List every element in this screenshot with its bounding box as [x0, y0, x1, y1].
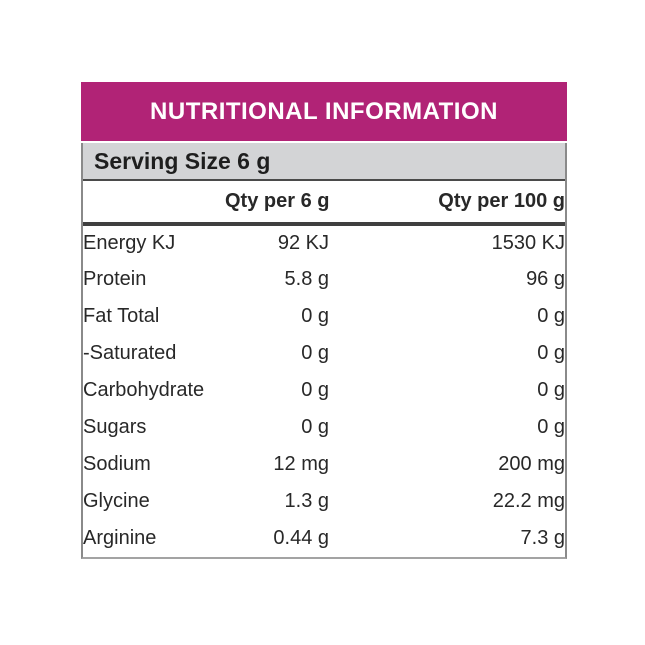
- table-row: Sugars 0 g 0 g: [83, 409, 565, 446]
- qty-per-6g-value: 5.8 g: [284, 268, 329, 290]
- nutrient-name: -Saturated: [83, 342, 177, 364]
- qty-per-100g-value: 200 mg: [498, 453, 565, 475]
- qty-per-6g-value: 0.44 g: [273, 527, 329, 549]
- table-row: -Saturated 0 g 0 g: [83, 335, 565, 372]
- qty-per-100g-value: 22.2 mg: [492, 490, 565, 512]
- table-row: Sodium 12 mg 200 mg: [83, 446, 565, 483]
- qty-per-100g-value: 0 g: [537, 416, 565, 438]
- nutrient-name: Energy KJ: [83, 232, 176, 254]
- panel-title-bar: NUTRITIONAL INFORMATION: [81, 82, 567, 141]
- nutrient-name: Sodium: [83, 453, 151, 475]
- qty-per-6g-value: 1.3 g: [284, 490, 329, 512]
- nutrient-name: Sugars: [83, 416, 147, 438]
- qty-per-100g-value: 0 g: [537, 342, 565, 364]
- serving-size-bar: Serving Size 6 g: [83, 143, 565, 181]
- qty-per-6g-value: 0 g: [301, 342, 329, 364]
- column-header-qty-per-6g: Qty per 6 g: [225, 190, 330, 212]
- qty-per-6g-value: 12 mg: [273, 453, 329, 475]
- qty-per-6g-value: 0 g: [301, 379, 329, 401]
- qty-per-6g-value: 92 KJ: [277, 232, 329, 254]
- nutrient-name: Glycine: [83, 490, 150, 512]
- table-header-row: Qty per 6 g Qty per 100 g: [83, 181, 565, 224]
- table-row: Carbohydrate 0 g 0 g: [83, 372, 565, 409]
- panel-title: NUTRITIONAL INFORMATION: [150, 97, 498, 125]
- qty-per-100g-value: 0 g: [537, 305, 565, 327]
- nutrient-name: Fat Total: [83, 305, 160, 327]
- nutrition-body: Serving Size 6 g Qty per 6 g Qty per 100…: [81, 143, 567, 559]
- qty-per-6g-value: 0 g: [301, 416, 329, 438]
- nutrient-name: Carbohydrate: [83, 379, 205, 401]
- table-row: Arginine 0.44 g 7.3 g: [83, 520, 565, 557]
- serving-size-text: Serving Size 6 g: [94, 147, 271, 174]
- nutrient-name: Arginine: [83, 527, 157, 549]
- qty-per-100g-value: 96 g: [526, 268, 565, 290]
- nutrient-column-header: [83, 181, 225, 224]
- table-row: Glycine 1.3 g 22.2 mg: [83, 483, 565, 520]
- table-row: Protein 5.8 g 96 g: [83, 261, 565, 298]
- nutrition-table: Qty per 6 g Qty per 100 g Energy KJ 92 K…: [83, 181, 565, 557]
- table-row: Energy KJ 92 KJ 1530 KJ: [83, 224, 565, 261]
- qty-per-100g-value: 0 g: [537, 379, 565, 401]
- table-row: Fat Total 0 g 0 g: [83, 298, 565, 335]
- nutrient-name: Protein: [83, 268, 147, 290]
- qty-per-100g-value: 7.3 g: [520, 527, 565, 549]
- column-header-qty-per-100g: Qty per 100 g: [438, 190, 565, 212]
- qty-per-100g-value: 1530 KJ: [491, 232, 565, 254]
- qty-per-6g-value: 0 g: [301, 305, 329, 327]
- nutrition-panel: NUTRITIONAL INFORMATION Serving Size 6 g…: [81, 82, 567, 559]
